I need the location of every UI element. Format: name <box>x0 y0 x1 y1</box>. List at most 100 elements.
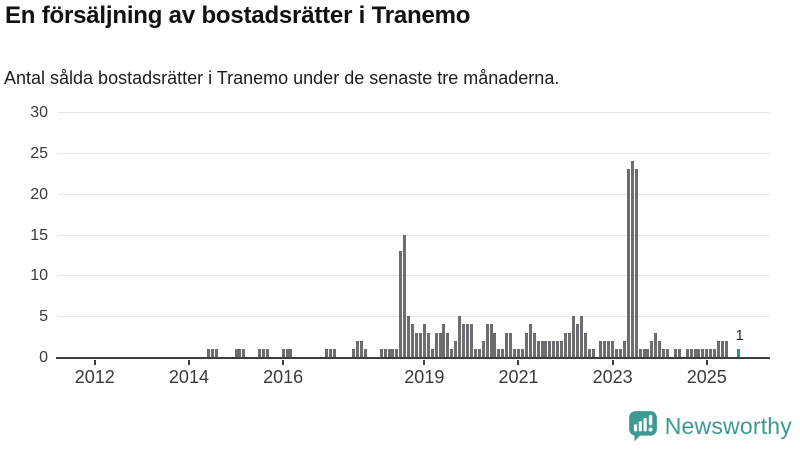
bar <box>520 348 524 357</box>
bar <box>477 348 481 357</box>
bar <box>383 348 387 357</box>
bar <box>666 348 670 357</box>
bar <box>407 316 411 357</box>
bar <box>618 348 622 357</box>
bar <box>556 340 560 357</box>
bar <box>469 324 473 357</box>
bar <box>607 340 611 357</box>
bar <box>642 348 646 357</box>
bar <box>693 348 697 357</box>
newsworthy-logo-icon <box>628 411 657 442</box>
bar <box>481 340 485 357</box>
bar <box>599 340 603 357</box>
bar <box>689 348 693 357</box>
y-axis-label: 30 <box>30 104 48 121</box>
y-axis-label: 15 <box>30 226 48 244</box>
bar <box>473 348 477 357</box>
bar <box>540 340 544 357</box>
bar <box>462 324 466 357</box>
bar <box>265 348 269 357</box>
bar <box>516 348 520 357</box>
bar <box>630 161 634 357</box>
bar <box>422 324 426 357</box>
bar <box>548 340 552 357</box>
footer-brand: Newsworthy <box>628 410 792 442</box>
bar <box>709 348 713 357</box>
gridline <box>58 316 770 318</box>
bar <box>591 348 595 357</box>
bar <box>360 340 364 357</box>
bar <box>705 348 709 357</box>
x-axis-tick <box>611 360 614 365</box>
bar <box>654 332 658 357</box>
bar <box>658 340 662 357</box>
highlight-value-label: 1 <box>735 326 744 344</box>
bar <box>513 348 517 357</box>
bar <box>552 340 556 357</box>
bar <box>418 332 422 357</box>
x-axis-tick <box>282 360 285 365</box>
bar <box>458 316 462 357</box>
bar <box>571 316 575 357</box>
bar <box>434 332 438 357</box>
bar <box>544 340 548 357</box>
bar <box>497 348 501 357</box>
x-axis-tick <box>517 360 520 365</box>
bar <box>587 348 591 357</box>
bar-highlighted <box>736 348 740 357</box>
bar <box>603 340 607 357</box>
chart-subtitle: Antal sålda bostadsrätter i Tranemo unde… <box>4 68 560 88</box>
bar <box>501 348 505 357</box>
x-axis-tick <box>187 360 190 365</box>
bar <box>426 332 430 357</box>
bar <box>532 332 536 357</box>
bar <box>242 348 246 357</box>
bar <box>403 234 407 357</box>
bar <box>673 348 677 357</box>
y-axis-label: 0 <box>39 349 48 366</box>
bar <box>528 324 532 357</box>
bar <box>575 324 579 357</box>
bar <box>634 169 638 357</box>
bar <box>352 348 356 357</box>
bar <box>234 348 238 357</box>
gridline <box>58 152 770 154</box>
bar <box>258 348 262 357</box>
bar <box>622 340 626 357</box>
bar <box>442 324 446 357</box>
bar <box>685 348 689 357</box>
bar <box>646 348 650 357</box>
bar <box>505 332 509 357</box>
bar <box>411 324 415 357</box>
x-axis-tick <box>705 360 708 365</box>
bar <box>379 348 383 357</box>
bar <box>281 348 285 357</box>
bar <box>332 348 336 357</box>
bar <box>677 348 681 357</box>
bar <box>650 340 654 357</box>
bar <box>289 348 293 357</box>
bar <box>446 332 450 357</box>
x-axis-label: 2019 <box>404 367 445 387</box>
bar <box>701 348 705 357</box>
bar <box>615 348 619 357</box>
x-axis-tick <box>423 360 426 365</box>
bar <box>567 332 571 357</box>
bar <box>285 348 289 357</box>
bar <box>509 332 513 357</box>
x-axis-label: 2012 <box>74 367 115 387</box>
bar <box>489 324 493 357</box>
bar <box>524 332 528 357</box>
bar <box>210 348 214 357</box>
bar <box>261 348 265 357</box>
bar <box>611 340 615 357</box>
bar <box>485 324 489 357</box>
bar <box>387 348 391 357</box>
x-axis-label: 2016 <box>263 367 304 387</box>
x-axis-label: 2025 <box>686 367 727 387</box>
bar <box>638 348 642 357</box>
x-axis-line <box>56 357 770 359</box>
y-axis-label: 25 <box>30 144 48 162</box>
bar <box>662 348 666 357</box>
